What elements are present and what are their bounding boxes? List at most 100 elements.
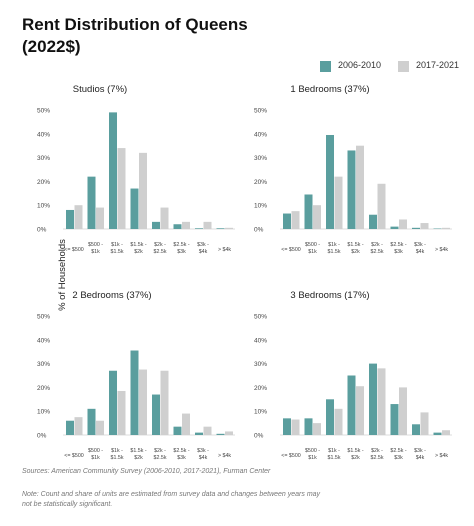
- y-tick-label: 50%: [254, 314, 267, 321]
- bar-2017-2021: [334, 176, 343, 229]
- x-tick-label: $1k -$1.5k: [328, 242, 341, 255]
- bar-2006-2010: [283, 213, 291, 229]
- y-tick-label: 30%: [254, 361, 267, 368]
- y-tick-label: 50%: [37, 108, 50, 115]
- legend-swatch-2006-2010: [320, 61, 331, 72]
- bar-2006-2010: [369, 363, 377, 435]
- bar-2017-2021: [182, 413, 190, 435]
- bar-2017-2021: [442, 430, 450, 435]
- x-tick-label: > $4k: [435, 247, 448, 253]
- x-tick-label: > $4k: [435, 453, 448, 459]
- bar-2017-2021: [225, 227, 233, 229]
- bar-2017-2021: [420, 412, 429, 435]
- bar-2017-2021: [96, 207, 104, 229]
- bar-2006-2010: [347, 150, 356, 229]
- y-tick-label: 10%: [254, 409, 267, 416]
- x-tick-label: <= $500: [281, 247, 300, 253]
- bar-2017-2021: [203, 221, 212, 229]
- bar-2017-2021: [225, 431, 233, 435]
- bar-2017-2021: [420, 223, 429, 229]
- x-tick-label: $1.5k -$2k: [130, 242, 146, 255]
- bar-2006-2010: [195, 432, 203, 435]
- bar-2006-2010: [152, 221, 160, 229]
- bar-2017-2021: [313, 205, 321, 229]
- bar-2006-2010: [130, 188, 139, 229]
- bar-2006-2010: [173, 426, 182, 435]
- x-tick-label: $1k -$1.5k: [111, 242, 124, 255]
- x-tick-label: $1.5k -$2k: [347, 242, 363, 255]
- y-tick-label: 20%: [37, 179, 50, 186]
- bar-2006-2010: [369, 214, 377, 229]
- bar-2006-2010: [304, 194, 313, 229]
- y-tick-label: 40%: [254, 337, 267, 344]
- y-tick-label: 0%: [37, 433, 47, 440]
- bar-2006-2010: [326, 399, 334, 435]
- y-tick-label: 40%: [37, 337, 50, 344]
- bar-2017-2021: [291, 211, 300, 229]
- chart-panel-3: 2 Bedrooms (37%) 0% 10% 20% 30% 40% 50% <= $500…: [37, 290, 235, 461]
- x-tick-label: $3k -$4k: [197, 448, 209, 461]
- x-tick-label: $3k -$4k: [197, 242, 209, 255]
- x-tick-label: $1k -$1.5k: [111, 448, 124, 461]
- x-tick-label: $2k -$2.5k: [371, 448, 384, 461]
- bar-2017-2021: [442, 227, 450, 229]
- y-tick-label: 0%: [254, 433, 264, 440]
- bar-2006-2010: [216, 433, 225, 435]
- x-tick-label: $1k -$1.5k: [328, 448, 341, 461]
- y-tick-label: 50%: [37, 314, 50, 321]
- x-tick-label: $2k -$2.5k: [154, 242, 167, 255]
- x-tick-label: > $4k: [218, 453, 231, 459]
- bar-2006-2010: [66, 420, 74, 435]
- bar-2006-2010: [130, 350, 139, 435]
- bar-2017-2021: [399, 219, 407, 229]
- bar-2017-2021: [291, 419, 300, 435]
- bar-2006-2010: [412, 227, 420, 229]
- x-tick-label: $500 -$1k: [88, 242, 103, 255]
- bar-2006-2010: [173, 224, 182, 229]
- bar-2017-2021: [117, 390, 126, 435]
- bar-2017-2021: [356, 386, 364, 435]
- legend: 2006-2010 2017-2021: [0, 60, 474, 74]
- y-tick-label: 30%: [37, 155, 50, 162]
- x-tick-label: $1.5k -$2k: [347, 448, 363, 461]
- bar-2006-2010: [283, 418, 291, 435]
- x-tick-label: <= $500: [64, 453, 83, 459]
- x-tick-label: $1.5k -$2k: [130, 448, 146, 461]
- y-tick-label: 10%: [37, 409, 50, 416]
- legend-label-2006-2010: 2006-2010: [338, 60, 382, 70]
- bar-2006-2010: [66, 209, 74, 229]
- x-tick-label: <= $500: [281, 453, 300, 459]
- panel-title: 3 Bedrooms (17%): [290, 290, 369, 301]
- legend-swatch-2017-2021: [398, 61, 409, 72]
- bar-2006-2010: [152, 394, 160, 435]
- x-tick-label: $500 -$1k: [305, 242, 320, 255]
- y-tick-label: 0%: [254, 227, 264, 234]
- panel-title: 1 Bedrooms (37%): [290, 84, 369, 95]
- bar-2017-2021: [182, 221, 190, 229]
- y-tick-label: 20%: [254, 179, 267, 186]
- y-tick-label: 30%: [37, 361, 50, 368]
- y-tick-label: 30%: [254, 155, 267, 162]
- bar-2017-2021: [160, 370, 169, 435]
- y-tick-label: 40%: [254, 131, 267, 138]
- bar-2017-2021: [313, 423, 321, 435]
- bar-2006-2010: [195, 228, 203, 229]
- x-tick-label: $2k -$2.5k: [154, 448, 167, 461]
- bar-2017-2021: [74, 205, 83, 229]
- bar-2017-2021: [74, 417, 83, 435]
- legend-label-2017-2021: 2017-2021: [416, 60, 460, 70]
- bar-2017-2021: [399, 387, 407, 435]
- bar-2017-2021: [203, 426, 212, 435]
- y-tick-label: 50%: [254, 108, 267, 115]
- x-tick-label: $2.5k -$3k: [173, 448, 189, 461]
- x-tick-label: $2.5k -$3k: [390, 242, 406, 255]
- x-tick-label: $2.5k -$3k: [390, 448, 406, 461]
- bar-2017-2021: [96, 420, 104, 435]
- bar-2006-2010: [216, 228, 225, 229]
- bar-2017-2021: [377, 183, 386, 229]
- x-tick-label: $2k -$2.5k: [371, 242, 384, 255]
- note-text: Note: Count and share of units are estim…: [22, 491, 321, 508]
- y-tick-label: 20%: [37, 385, 50, 392]
- bar-2006-2010: [390, 226, 399, 229]
- bar-2006-2010: [433, 432, 442, 435]
